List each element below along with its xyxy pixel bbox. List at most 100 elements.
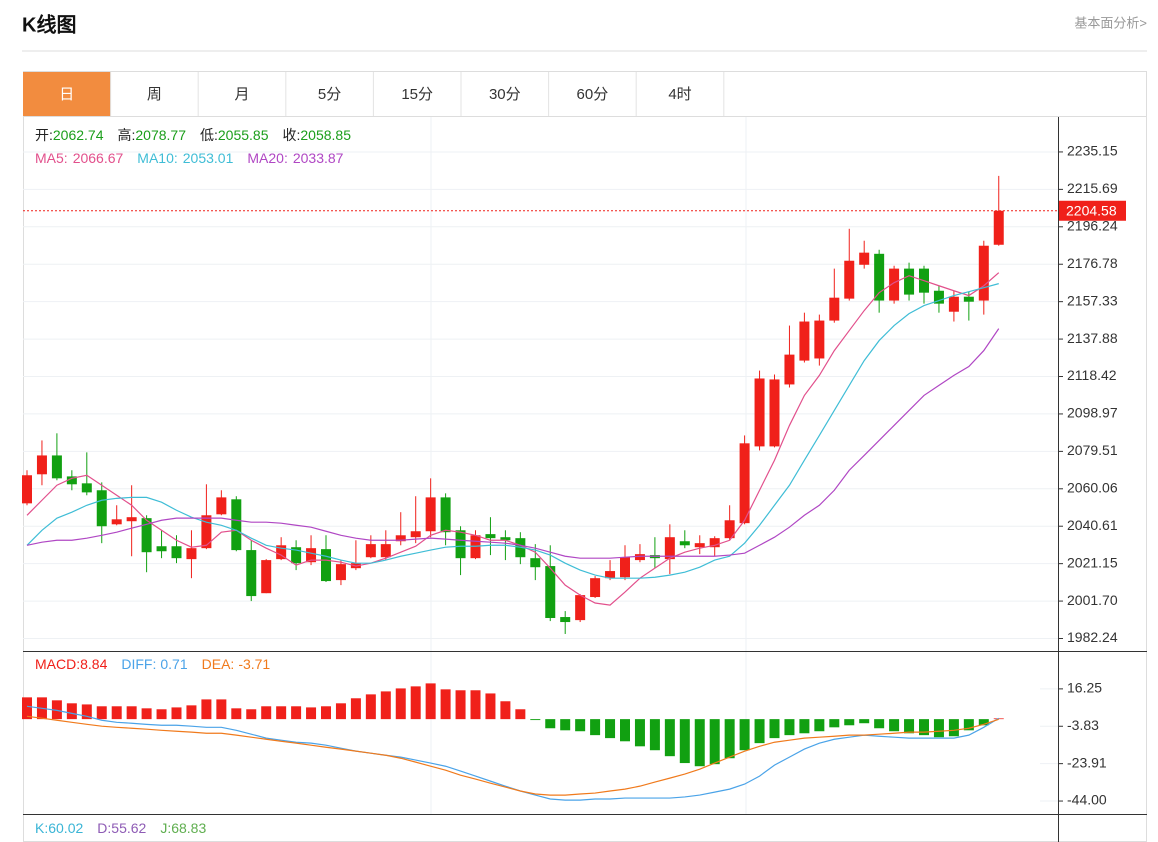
fundamentals-link[interactable]: 基本面分析> [1074, 15, 1147, 30]
candle-body [530, 558, 541, 568]
macd-bar [889, 719, 900, 732]
candle-body [51, 455, 62, 479]
tab[interactable]: 60分 [577, 86, 609, 103]
candle-body [769, 379, 780, 447]
y-tick-label: 2021.15 [1067, 554, 1118, 570]
y-tick-label: 2079.51 [1067, 442, 1118, 458]
legend-value: 2062.74 [53, 127, 104, 143]
macd-bar [156, 709, 167, 720]
legend-value: 2053.01 [183, 150, 234, 166]
candle-body [575, 595, 586, 621]
y-tick-label: -23.91 [1067, 754, 1107, 770]
candle-body [859, 252, 870, 265]
candle-body [171, 546, 182, 559]
candle-body [978, 245, 989, 301]
current-price-label: 2204.58 [1066, 202, 1117, 218]
candle-body [993, 210, 1004, 245]
candle-body [231, 499, 242, 551]
y-tick-label: 2157.33 [1067, 292, 1118, 308]
candle-body [605, 571, 616, 579]
macd-bar [515, 709, 526, 720]
candle-body [694, 543, 705, 548]
candle-body [500, 537, 511, 541]
legend-label: MA5: [35, 150, 68, 166]
tab-active-bg [23, 72, 111, 116]
candle-body [291, 547, 302, 564]
macd-bar [291, 706, 302, 720]
tab[interactable]: 日 [59, 86, 74, 103]
macd-bar [620, 719, 630, 742]
candle-body [380, 544, 391, 558]
macd-bar [231, 708, 242, 720]
legend: MACD:8.84 DIFF: 0.71 DEA: -3.71 [35, 656, 270, 672]
candle-body [276, 545, 287, 560]
y-tick-label: 2060.06 [1067, 479, 1118, 495]
macd-bar [590, 719, 601, 736]
macd-bar [605, 719, 616, 739]
tab[interactable]: 4时 [668, 86, 691, 103]
y-tick-label: -44.00 [1067, 792, 1107, 808]
candle-body [754, 378, 765, 447]
tab[interactable]: 月 [234, 86, 249, 103]
macd-bar [560, 719, 571, 731]
candle-body [590, 578, 601, 598]
legend-label: MA10: [137, 150, 177, 166]
macd-bar [201, 699, 212, 720]
candle-body [485, 534, 496, 539]
macd-bar [829, 719, 840, 728]
candle-body [111, 519, 122, 525]
candle-body [784, 354, 795, 385]
current-price-tag [1059, 200, 1126, 221]
y-tick-label: 2098.97 [1067, 405, 1118, 421]
macd-bar [933, 719, 944, 738]
macd-bar [948, 719, 959, 737]
macd-bar [81, 704, 92, 720]
macd-bar [694, 719, 705, 767]
legend-label: MA20: [247, 150, 287, 166]
candle-body [874, 253, 885, 301]
candle-body [889, 268, 900, 301]
candle-body [814, 320, 825, 359]
legend-label: MACD: [35, 656, 80, 672]
macd-bar [769, 719, 780, 739]
candle-body [664, 537, 675, 560]
y-tick-label: 2118.42 [1067, 367, 1117, 383]
candle-body [22, 475, 32, 504]
y-tick-label: 2235.15 [1067, 143, 1118, 159]
candle-body [261, 560, 272, 594]
legend: 开:2062.74 高:2078.77 低:2055.85 收:2058.85 [35, 127, 351, 143]
macd-bar [321, 706, 331, 720]
legend-value: 2078.77 [135, 127, 186, 143]
candle-body [365, 544, 376, 558]
macd-bar [784, 719, 795, 736]
y-tick-label: 2001.70 [1067, 592, 1118, 608]
candle-body [156, 546, 167, 552]
candle-body [425, 497, 436, 532]
page-title: K线图 [22, 12, 76, 36]
legend-value: 60.02 [48, 820, 83, 836]
tab[interactable]: 周 [147, 86, 162, 103]
macd-bar [440, 689, 451, 720]
macd-bar [679, 719, 690, 764]
macd-bar [470, 690, 481, 720]
y-tick-label: 16.25 [1067, 680, 1102, 696]
legend-value: 68.83 [171, 820, 206, 836]
legend: MA5: 2066.67 MA10: 2053.01 MA20: 2033.87 [35, 150, 344, 166]
legend-value: 8.84 [80, 656, 107, 672]
candle-body [96, 490, 107, 527]
tab[interactable]: 5分 [318, 86, 341, 103]
candle-body [948, 296, 959, 312]
candle-body [395, 535, 406, 542]
macd-bar [978, 719, 989, 726]
ma-line [26, 272, 1000, 606]
macd-bar [575, 719, 586, 732]
macd-bar [425, 683, 436, 720]
macd-bar [545, 719, 556, 729]
candle-body [306, 548, 317, 563]
tab[interactable]: 15分 [401, 86, 433, 103]
macd-bar [485, 693, 496, 720]
tab[interactable]: 30分 [489, 86, 521, 103]
candle-body [545, 566, 556, 619]
legend-label: D: [97, 820, 111, 836]
y-tick-label: 2215.69 [1067, 180, 1118, 196]
